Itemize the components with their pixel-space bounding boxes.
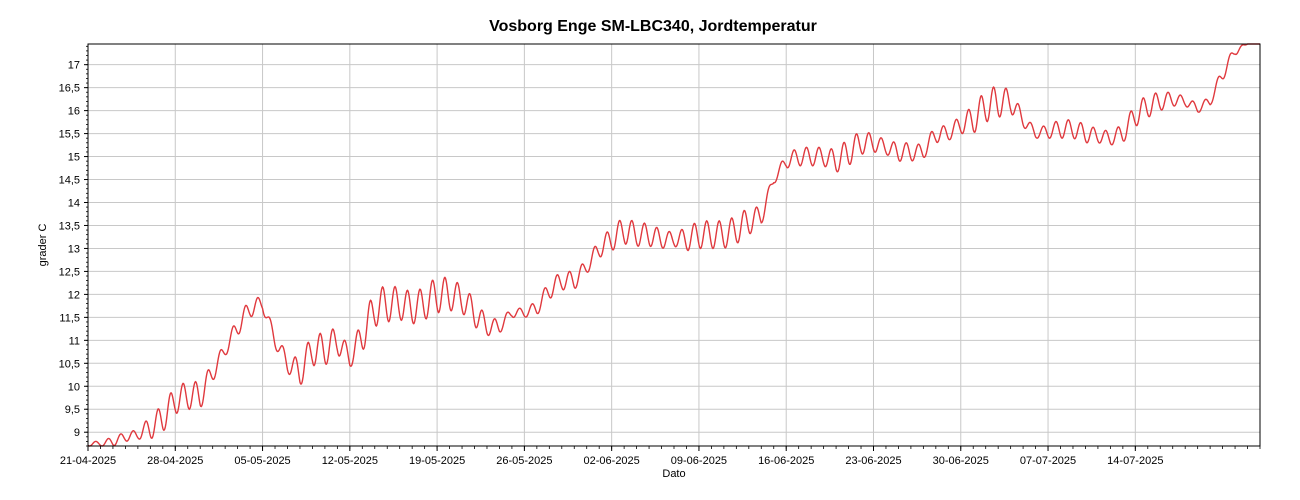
y-tick-label: 12 <box>68 289 80 301</box>
x-tick-label: 23-06-2025 <box>845 455 901 467</box>
series-line <box>87 43 1260 447</box>
grid <box>87 44 1260 446</box>
y-tick-label: 17 <box>68 60 80 72</box>
x-axis-label: Dato <box>662 468 685 480</box>
y-tick-label: 15,5 <box>59 129 80 141</box>
x-tick-label: 14-07-2025 <box>1107 455 1163 467</box>
x-tick-label: 02-06-2025 <box>584 455 640 467</box>
y-tick-label: 12,5 <box>59 266 80 278</box>
y-tick-label: 13 <box>68 243 80 255</box>
y-tick-label: 15 <box>68 152 80 164</box>
x-axis: 21-04-2025 28-04-2025 05-05-2025 12-05-2025… <box>60 446 1261 467</box>
y-tick-label: 9 <box>74 427 80 439</box>
y-tick-label: 11 <box>69 335 80 347</box>
y-tick-label: 14 <box>68 198 80 210</box>
x-tick-label: 19-05-2025 <box>409 455 465 467</box>
y-tick-label: 10 <box>68 381 80 393</box>
x-tick-label: 12-05-2025 <box>322 455 378 467</box>
x-tick-label: 30-06-2025 <box>933 455 989 467</box>
x-tick-label: 07-07-2025 <box>1020 455 1076 467</box>
x-tick-label: 21-04-2025 <box>60 455 116 467</box>
y-tick-label: 16 <box>68 106 80 118</box>
y-axis-label: grader C <box>37 224 49 267</box>
x-tick-label: 28-04-2025 <box>147 455 203 467</box>
y-tick-label: 11,5 <box>59 312 80 324</box>
y-tick-label: 14,5 <box>59 175 80 187</box>
x-tick-label: 26-05-2025 <box>496 455 552 467</box>
x-tick-label: 05-05-2025 <box>234 455 290 467</box>
y-axis: 9 9,5 10 10,5 11 11,5 12 12,5 13 13,5 14 14,5 15 15,5… <box>59 45 88 447</box>
y-tick-label: 10,5 <box>59 358 80 370</box>
chart-title: Vosborg Enge SM-LBC340, Jordtemperatur <box>489 18 817 35</box>
x-tick-label: 09-06-2025 <box>671 455 727 467</box>
y-tick-label: 13,5 <box>59 220 80 232</box>
x-tick-label: 16-06-2025 <box>758 455 814 467</box>
plot-area <box>87 43 1261 447</box>
y-tick-label: 16,5 <box>59 83 80 95</box>
y-tick-label: 9,5 <box>65 404 80 416</box>
